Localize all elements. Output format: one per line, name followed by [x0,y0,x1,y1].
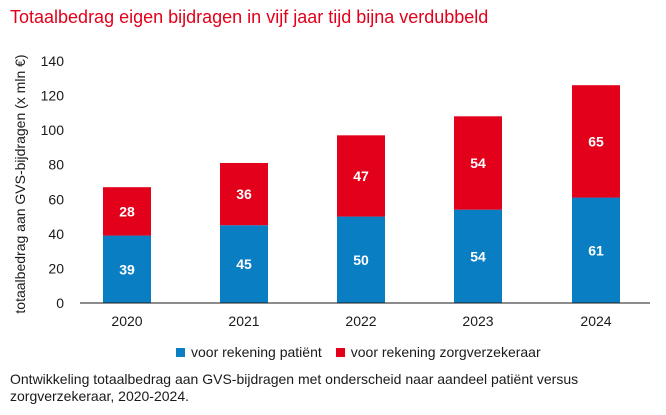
legend-item-patient: voor rekening patiënt [176,344,322,360]
legend: voor rekening patiënt voor rekening zorg… [176,344,555,360]
data-label: 39 [119,261,135,277]
y-tick-label: 40 [48,226,64,242]
bar-segment-patient [454,209,502,303]
bar-segment-zorgverzekeraar [572,85,620,198]
bar-segment-zorgverzekeraar [337,135,385,217]
x-tick-label: 2021 [228,313,259,329]
y-tick-label: 20 [48,260,64,276]
data-label: 54 [470,155,486,171]
data-label: 50 [353,252,369,268]
x-tick-label: 2024 [580,313,611,329]
data-label: 47 [353,168,369,184]
legend-swatch-patient [176,347,185,357]
bar-segment-zorgverzekeraar [220,162,268,226]
bar-segment-patient [103,235,151,303]
bar-segment-zorgverzekeraar [454,116,502,210]
data-label: 61 [588,242,604,258]
y-axis-ticks: 0 20 40 60 80 100 120 140 [41,53,65,311]
figure-caption: Ontwikkeling totaalbedrag aan GVS-bijdra… [10,371,579,404]
data-label: 28 [119,203,135,219]
y-tick-label: 120 [41,88,65,104]
bar-segment-patient [572,197,620,303]
data-label: 45 [236,256,252,272]
bar-segment-patient [220,225,268,303]
data-label: 54 [470,248,486,264]
x-tick-label: 2023 [462,313,493,329]
stacked-bar-chart: totaalbedrag aan GVS-bijdragen (x mln €)… [12,53,650,329]
x-axis-ticks: 2020 2021 2022 2023 2024 [111,313,611,329]
x-tick-label: 2022 [345,313,376,329]
legend-item-zorgverzekeraar: voor rekening zorgverzekeraar [335,344,541,360]
legend-label-patient: voor rekening patiënt [191,344,322,360]
x-tick-label: 2020 [111,313,142,329]
legend-swatch-zorgverzekeraar [335,347,345,357]
bars: 39 28 45 36 50 47 54 54 61 65 [103,85,620,303]
bar-segment-zorgverzekeraar [103,187,151,236]
bar-segment-patient [337,216,385,303]
data-label: 36 [236,186,252,202]
y-tick-label: 80 [48,157,64,173]
y-tick-label: 140 [41,53,65,69]
legend-label-zorgverzekeraar: voor rekening zorgverzekeraar [350,344,541,360]
y-tick-label: 60 [48,191,64,207]
y-axis-label: totaalbedrag aan GVS-bijdragen (x mln €) [12,54,28,313]
chart-title: Totaalbedrag eigen bijdragen in vijf jaa… [10,7,489,27]
y-tick-label: 0 [56,295,64,311]
y-tick-label: 100 [41,122,65,138]
data-label: 65 [588,133,604,149]
